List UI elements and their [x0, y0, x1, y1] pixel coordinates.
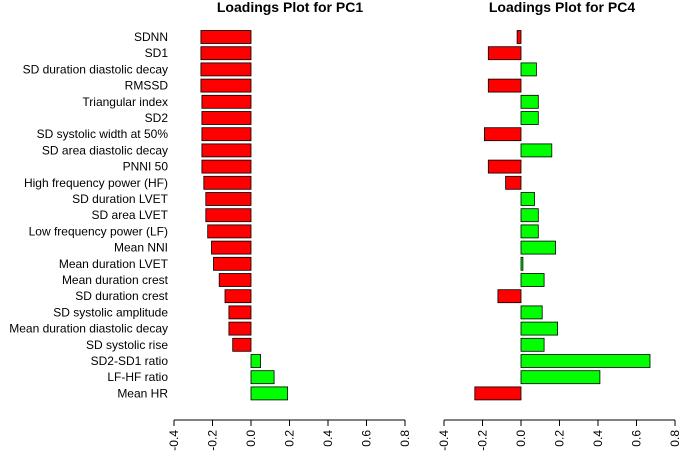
bar-pc1 — [213, 256, 252, 271]
bar-pc4 — [520, 240, 556, 255]
pc4-title: Loadings Plot for PC4 — [489, 0, 635, 15]
x-tick-label: 0.2 — [283, 430, 297, 447]
bar-pc1 — [211, 240, 252, 255]
category-label: LF-HF ratio — [107, 370, 168, 384]
bar-pc1 — [218, 273, 252, 287]
bar-pc1 — [200, 78, 252, 93]
bar-pc4 — [520, 305, 543, 320]
bar-pc1 — [201, 159, 252, 174]
bar-pc1 — [250, 354, 262, 368]
bar-pc4 — [520, 321, 558, 336]
category-label: SD duration diastolic decay — [23, 62, 168, 76]
category-label: PNNI 50 — [123, 160, 169, 174]
bar-pc4 — [497, 289, 522, 304]
bar-pc1 — [201, 94, 252, 109]
bar-pc4 — [487, 159, 522, 174]
x-tick-label: 0.4 — [591, 430, 605, 447]
bar-pc4 — [520, 337, 545, 352]
x-tick-label: 0.6 — [360, 430, 374, 447]
bar-pc4 — [520, 111, 539, 125]
bar-pc4 — [520, 224, 539, 239]
x-tick-label: 0.2 — [553, 430, 567, 447]
x-tick-label: 0.4 — [321, 430, 335, 447]
x-tick-label: -0.2 — [476, 430, 490, 451]
bar-pc4 — [520, 62, 537, 77]
bar-pc4 — [516, 30, 522, 44]
pc1-title: Loadings Plot for PC1 — [217, 0, 363, 15]
x-tick-label: 0.0 — [244, 430, 258, 447]
bar-pc4 — [520, 256, 524, 271]
bar-pc1 — [200, 62, 252, 77]
category-label: SD systolic amplitude — [53, 305, 168, 319]
category-labels: SDNN SD1 SD duration diastolic decay RMSSD T… — [9, 30, 168, 400]
bar-pc1 — [201, 111, 252, 125]
category-label: Mean duration LVET — [59, 257, 169, 271]
bar-pc1 — [207, 224, 252, 239]
category-label: RMSSD — [125, 79, 169, 93]
bar-pc1 — [250, 386, 288, 401]
pc1-panel: -0.4 -0.2 0.0 0.2 0.4 0.6 0.8 — [167, 30, 412, 451]
bar-pc4 — [520, 192, 535, 206]
x-tick-label: -0.4 — [167, 430, 181, 451]
bar-pc4 — [520, 143, 553, 158]
category-label: SD area LVET — [92, 208, 169, 222]
bar-pc4 — [520, 273, 545, 287]
category-label: Mean HR — [117, 386, 168, 400]
bar-pc4 — [474, 386, 522, 401]
bar-pc1 — [203, 175, 252, 190]
bar-pc1 — [205, 192, 252, 206]
x-tick-label: 0.0 — [514, 430, 528, 447]
category-label: Mean duration crest — [62, 273, 169, 287]
category-label: SD duration LVET — [72, 192, 168, 206]
category-label: Low frequency power (LF) — [29, 224, 168, 238]
category-label: High frequency power (HF) — [24, 176, 168, 190]
category-label: SD duration crest — [75, 289, 168, 303]
bar-pc4 — [520, 354, 651, 368]
bar-pc4 — [487, 78, 522, 93]
x-tick-label: -0.4 — [437, 430, 451, 451]
category-label: SD systolic width at 50% — [37, 127, 169, 141]
category-label: Triangular index — [82, 95, 168, 109]
category-label: SD area diastolic decay — [42, 143, 168, 157]
x-tick-label: -0.2 — [206, 430, 220, 451]
bar-pc1 — [250, 370, 275, 385]
bar-pc4 — [483, 127, 522, 142]
bar-pc1 — [228, 321, 252, 336]
category-label: SD systolic rise — [86, 338, 168, 352]
bar-pc4 — [505, 175, 522, 190]
x-tick-label: 0.8 — [668, 430, 682, 447]
bar-pc1 — [224, 289, 252, 304]
bar-pc1 — [232, 337, 252, 352]
category-label: Mean duration diastolic decay — [9, 322, 168, 336]
bar-pc1 — [200, 46, 252, 61]
bar-pc1 — [201, 143, 252, 158]
bar-pc1 — [228, 305, 252, 320]
category-label: SD2 — [145, 111, 169, 125]
x-tick-label: 0.6 — [630, 430, 644, 447]
x-tick-label: 0.8 — [398, 430, 412, 447]
bar-pc4 — [520, 370, 601, 385]
bar-pc4 — [520, 208, 539, 223]
bar-pc1 — [205, 208, 252, 223]
bar-pc1 — [201, 127, 252, 142]
bar-pc4 — [487, 46, 522, 61]
category-label: SDNN — [134, 30, 168, 44]
category-label: SD1 — [145, 46, 169, 60]
pc4-panel: -0.4 -0.2 0.0 0.2 0.4 0.6 0.8 — [437, 30, 682, 451]
bar-pc1 — [200, 30, 252, 44]
category-label: Mean NNI — [114, 241, 168, 255]
category-label: SD2-SD1 ratio — [91, 354, 169, 368]
bar-pc4 — [520, 94, 539, 109]
